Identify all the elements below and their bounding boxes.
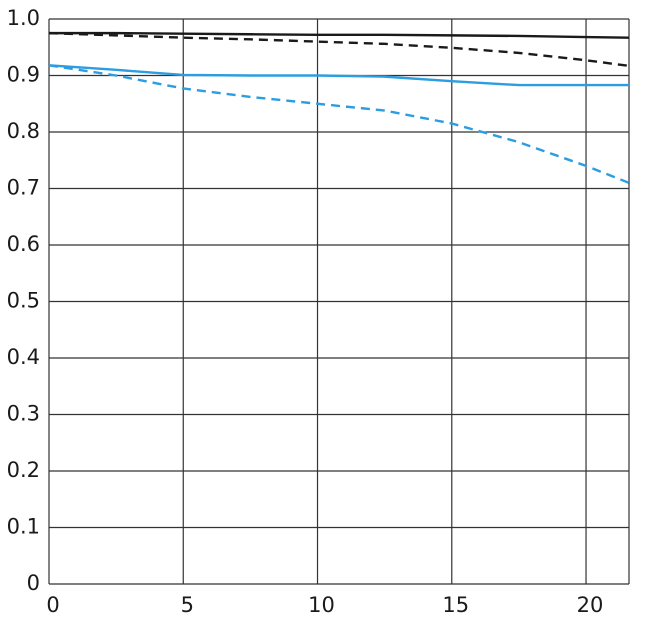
y-tick-label: 0.5	[7, 289, 40, 313]
x-tick-label: 0	[46, 593, 59, 617]
line-series	[48, 64, 629, 87]
y-tick-label: 1.0	[7, 6, 40, 30]
y-tick-label: 0.7	[7, 176, 40, 200]
line-series	[48, 31, 630, 68]
x-tick-label: 10	[308, 593, 335, 617]
y-tick-label: 0.4	[7, 345, 40, 369]
y-tick-label: 0.3	[7, 402, 40, 426]
y-tick-label: 0.1	[7, 515, 40, 539]
line-series	[49, 31, 630, 39]
y-tick-label: 0.8	[7, 119, 40, 143]
line-series	[48, 64, 630, 184]
y-tick-label: 0.2	[7, 458, 40, 482]
x-tick-label: 5	[181, 593, 194, 617]
x-tick-label: 15	[442, 593, 469, 617]
y-tick-label: 0	[27, 571, 40, 595]
y-tick-label: 0.9	[7, 63, 40, 87]
y-tick-label: 0.6	[7, 232, 40, 256]
x-tick-label: 20	[577, 593, 604, 617]
